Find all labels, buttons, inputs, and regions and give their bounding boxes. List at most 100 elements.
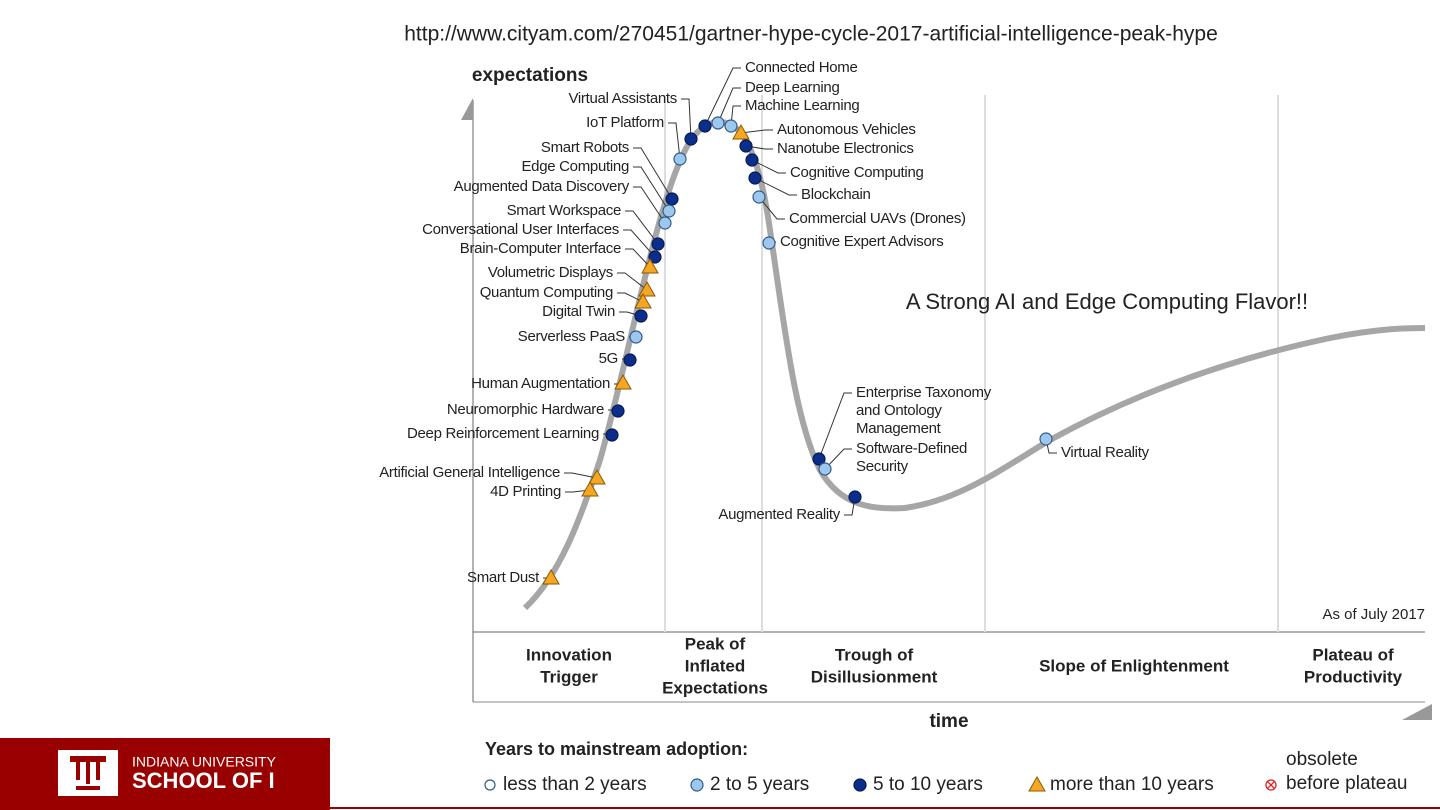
- marker: [762, 236, 776, 250]
- leader-line: [565, 489, 591, 493]
- marker: [724, 119, 738, 133]
- node-label: Volumetric Displays: [488, 264, 613, 281]
- phase-label: Expectations: [662, 678, 768, 697]
- node-label: Connected Home: [745, 59, 858, 76]
- node-label: and Ontology: [856, 402, 942, 419]
- leader-line: [717, 87, 741, 124]
- leader-line: [625, 248, 651, 268]
- marker: [651, 237, 665, 251]
- leader-line: [824, 448, 852, 470]
- legend-marker: [484, 779, 496, 791]
- marker: [848, 490, 862, 504]
- leader-line: [625, 210, 659, 245]
- legend-item: more than 10 years: [1050, 774, 1214, 795]
- marker-more-than-10: [641, 257, 659, 274]
- legend-item: before plateau: [1286, 773, 1408, 794]
- node-label: Human Augmentation: [471, 375, 610, 392]
- leader-line: [633, 186, 666, 224]
- node-label: Quantum Computing: [480, 284, 613, 301]
- phase-label: Innovation: [526, 645, 612, 664]
- university: INDIANA UNIVERSITY: [132, 754, 277, 770]
- logo-band: [0, 738, 330, 810]
- legend-marker: [690, 778, 704, 792]
- legend-item: 2 to 5 years: [710, 774, 809, 795]
- marker: [711, 116, 725, 130]
- marker: [748, 171, 762, 185]
- marker: [648, 250, 662, 264]
- node-label: Management: [856, 420, 942, 437]
- leader-line: [740, 129, 773, 134]
- marker-more-than-10: [638, 280, 656, 297]
- legend-marker: [1028, 775, 1046, 792]
- marker: [629, 330, 643, 344]
- phase-label: Peak of: [685, 634, 746, 653]
- node-label: Virtual Assistants: [568, 90, 677, 107]
- node-label: Deep Reinforcement Learning: [407, 425, 599, 442]
- node-label: IoT Platform: [586, 114, 664, 131]
- node-label: 4D Printing: [490, 483, 561, 500]
- legend-marker: [1265, 779, 1277, 791]
- leader-line: [754, 177, 797, 196]
- node-label: Augmented Reality: [718, 506, 840, 523]
- marker-more-than-10: [614, 373, 632, 390]
- node-label: 5G: [599, 350, 618, 367]
- node-label: Smart Dust: [467, 569, 540, 586]
- phase-label: Trigger: [540, 667, 598, 686]
- marker-more-than-10: [732, 123, 750, 140]
- node-label: Neuromorphic Hardware: [447, 401, 604, 418]
- marker-more-than-10: [542, 568, 560, 585]
- marker: [662, 204, 676, 218]
- phase-label: Slope of Enlightenment: [1039, 656, 1229, 675]
- marker: [665, 192, 679, 206]
- marker: [634, 309, 648, 323]
- school: SCHOOL OF I: [132, 768, 275, 793]
- source-url: http://www.cityam.com/270451/gartner-hyp…: [404, 23, 1218, 46]
- node-label: Artificial General Intelligence: [379, 464, 560, 481]
- node-label: Smart Robots: [541, 139, 629, 156]
- note: As of July 2017: [1322, 606, 1425, 623]
- marker: [611, 404, 625, 418]
- phase-label: Productivity: [1304, 667, 1403, 686]
- x-axis-label: time: [929, 711, 968, 732]
- marker: [752, 190, 766, 204]
- marker: [1039, 432, 1053, 446]
- legend-item: 5 to 10 years: [873, 774, 983, 795]
- leader-line: [564, 472, 598, 479]
- leader-line: [818, 392, 852, 460]
- axis-arrow: [461, 98, 473, 120]
- node-label: Autonomous Vehicles: [777, 121, 916, 138]
- leader-line: [758, 196, 785, 220]
- axis-arrow: [1402, 704, 1432, 720]
- marker-more-than-10: [588, 468, 606, 485]
- node-label: Commercial UAVs (Drones): [789, 210, 966, 227]
- marker: [745, 153, 759, 167]
- marker: [684, 132, 698, 146]
- leader-line: [633, 147, 673, 200]
- marker: [698, 119, 712, 133]
- marker: [812, 452, 826, 466]
- node-label: Conversational User Interfaces: [422, 221, 619, 238]
- logo-trident: [70, 756, 106, 790]
- marker: [658, 216, 672, 230]
- legend-item: less than 2 years: [503, 774, 647, 795]
- node-label: Software-Defined: [856, 440, 967, 457]
- marker: [673, 152, 687, 166]
- marker: [818, 462, 832, 476]
- leader-line: [730, 105, 741, 127]
- leader-line: [681, 98, 692, 140]
- y-axis-label: expectations: [472, 65, 588, 86]
- node-label: Enterprise Taxonomy: [856, 384, 992, 401]
- node-label: Virtual Reality: [1061, 444, 1150, 461]
- legend-marker: [1267, 781, 1275, 789]
- node-label: Digital Twin: [542, 303, 615, 320]
- legend-title: Years to mainstream adoption:: [485, 739, 748, 759]
- leader-line: [668, 122, 681, 160]
- marker: [739, 139, 753, 153]
- marker-more-than-10: [581, 480, 599, 497]
- marker: [623, 353, 637, 367]
- node-label: Machine Learning: [745, 97, 859, 114]
- marker: [605, 428, 619, 442]
- hype-curve: [522, 118, 1426, 611]
- node-label: Brain-Computer Interface: [460, 240, 621, 257]
